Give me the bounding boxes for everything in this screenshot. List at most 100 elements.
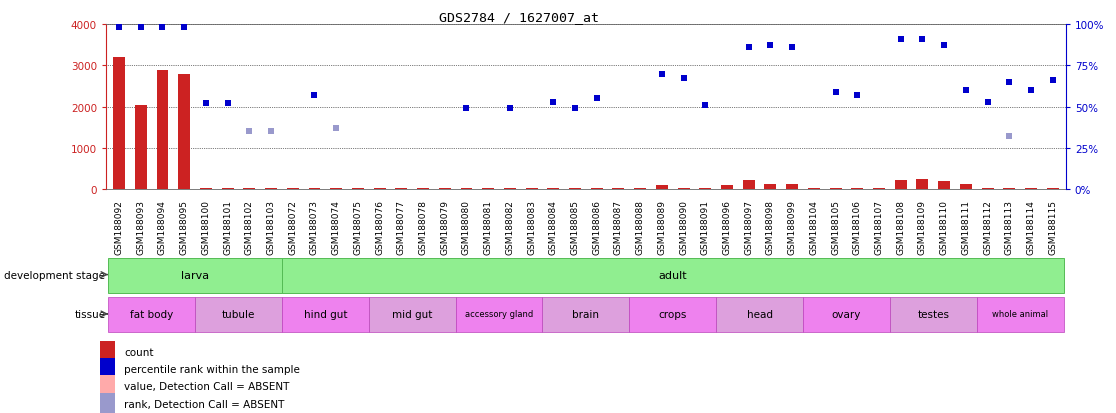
Bar <box>266 189 277 190</box>
Point <box>1043 78 1061 84</box>
Point <box>848 93 866 99</box>
Bar <box>829 189 841 190</box>
Bar <box>590 189 603 190</box>
Bar <box>395 189 407 190</box>
Bar <box>1026 189 1037 190</box>
Point <box>154 25 172 31</box>
Bar <box>374 189 386 190</box>
Text: fat body: fat body <box>129 309 173 319</box>
Point <box>175 25 193 31</box>
Bar <box>634 189 646 190</box>
Bar <box>895 180 906 190</box>
Text: value, Detection Call = ABSENT: value, Detection Call = ABSENT <box>124 381 289 391</box>
Bar <box>916 179 929 190</box>
Bar <box>368 297 455 332</box>
Point <box>1022 88 1040 94</box>
Bar <box>455 297 542 332</box>
Text: count: count <box>124 347 153 357</box>
Bar <box>461 189 472 190</box>
Point <box>1000 79 1018 86</box>
Bar <box>721 186 733 190</box>
Bar <box>222 189 233 190</box>
Bar <box>179 75 190 190</box>
Bar <box>547 189 559 190</box>
Text: crops: crops <box>658 309 687 319</box>
Bar <box>287 189 299 190</box>
Bar <box>889 297 976 332</box>
Text: mid gut: mid gut <box>392 309 432 319</box>
Bar <box>852 189 864 190</box>
Bar <box>960 185 972 190</box>
Point <box>1000 134 1018 140</box>
Bar <box>504 189 516 190</box>
Bar <box>656 186 667 190</box>
Point <box>653 71 671 78</box>
Bar <box>100 358 115 380</box>
Point <box>892 36 910 43</box>
Bar <box>113 58 125 190</box>
Bar <box>330 189 343 190</box>
Text: head: head <box>747 309 772 319</box>
Bar <box>873 189 885 190</box>
Point <box>979 99 997 106</box>
Bar <box>156 71 169 190</box>
Bar <box>526 189 538 190</box>
Bar <box>100 375 115 397</box>
Bar <box>982 189 993 190</box>
Bar <box>1003 189 1016 190</box>
Point <box>914 36 932 43</box>
Text: whole animal: whole animal <box>992 310 1048 318</box>
Point <box>262 129 280 135</box>
Bar <box>939 181 950 190</box>
Point <box>501 106 519 112</box>
Point <box>198 101 215 107</box>
Bar <box>804 297 889 332</box>
Bar <box>282 297 368 332</box>
Bar <box>243 189 256 190</box>
Text: accessory gland: accessory gland <box>465 310 533 318</box>
Bar <box>195 297 282 332</box>
Text: percentile rank within the sample: percentile rank within the sample <box>124 364 300 374</box>
Point <box>110 25 128 31</box>
Point <box>545 99 562 106</box>
Bar <box>700 189 711 190</box>
Bar <box>282 258 1064 293</box>
Bar <box>976 297 1064 332</box>
Bar <box>108 297 195 332</box>
Bar <box>100 393 115 413</box>
Text: hind gut: hind gut <box>304 309 347 319</box>
Bar <box>569 189 581 190</box>
Point <box>827 89 845 96</box>
Point <box>675 76 693 83</box>
Bar <box>716 297 804 332</box>
Text: tissue: tissue <box>75 309 105 319</box>
Text: ovary: ovary <box>831 309 862 319</box>
Point <box>240 129 258 135</box>
Text: testes: testes <box>917 309 950 319</box>
Point <box>566 106 584 112</box>
Text: larva: larva <box>181 270 209 280</box>
Bar <box>352 189 364 190</box>
Point <box>306 93 324 99</box>
Bar <box>542 297 629 332</box>
Point <box>783 45 801 51</box>
Bar <box>135 105 146 190</box>
Text: tubule: tubule <box>222 309 256 319</box>
Text: brain: brain <box>573 309 599 319</box>
Point <box>588 96 606 102</box>
Text: adult: adult <box>658 270 687 280</box>
Title: GDS2784 / 1627007_at: GDS2784 / 1627007_at <box>439 11 598 24</box>
Point <box>740 45 758 51</box>
Bar <box>417 189 429 190</box>
Point <box>219 101 237 107</box>
Bar <box>677 189 690 190</box>
Point <box>956 88 974 94</box>
Bar <box>100 341 115 363</box>
Point <box>935 43 953 50</box>
Bar <box>613 189 625 190</box>
Bar <box>439 189 451 190</box>
Point <box>761 43 779 50</box>
Bar <box>200 189 212 190</box>
Bar <box>764 185 777 190</box>
Bar <box>1047 189 1059 190</box>
